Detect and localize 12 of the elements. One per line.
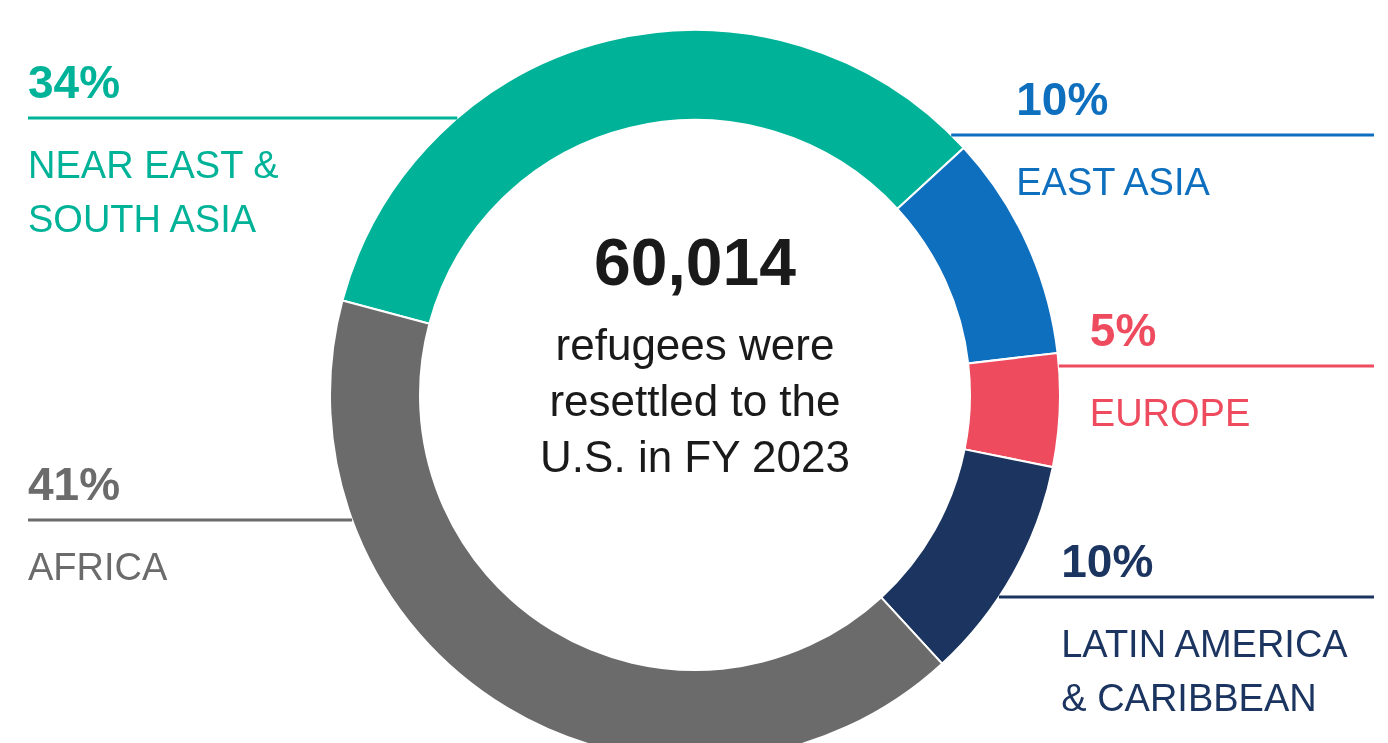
slice-label: NEAR EAST & SOUTH ASIA	[28, 144, 279, 240]
data-label: 5%	[1089, 304, 1157, 356]
slice-label: EUROPE	[1089, 392, 1251, 434]
data-label: 10%	[1016, 73, 1109, 125]
data-label: 41%	[28, 458, 121, 510]
text: refugees were resettled to the U.S. in FY 2023	[540, 320, 850, 481]
text: 60,014	[594, 225, 797, 299]
slice-label: LATIN AMERICA & CARIBBEAN	[1061, 623, 1349, 719]
slice-label: EAST ASIA	[1016, 161, 1211, 203]
data-label: 34%	[28, 56, 121, 108]
slice-label: AFRICA	[28, 546, 168, 588]
data-label: 10%	[1061, 535, 1154, 587]
